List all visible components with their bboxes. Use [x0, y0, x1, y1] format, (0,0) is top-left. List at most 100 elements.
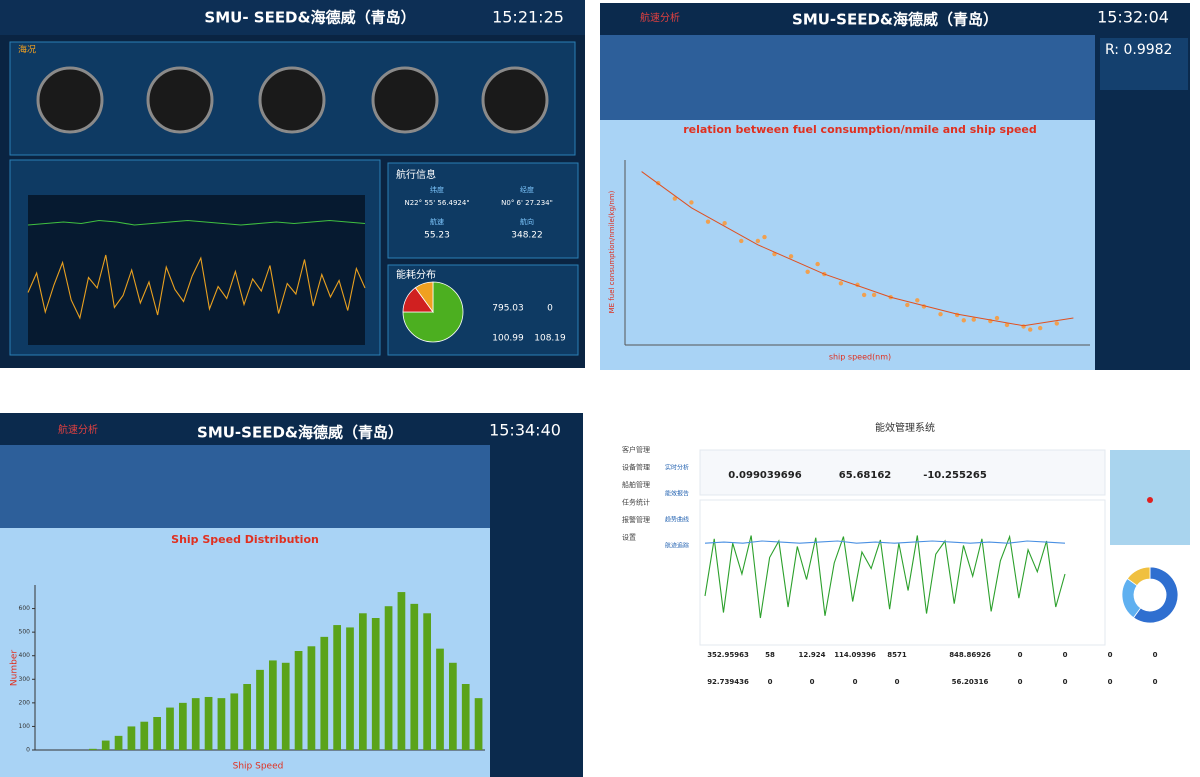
clock: 15:34:40 [489, 421, 561, 440]
series-line [704, 540, 1066, 544]
y-tick-label: 100 [19, 723, 31, 730]
point [938, 311, 943, 317]
point [1004, 322, 1010, 328]
label: 纬度 [430, 185, 444, 194]
latitude: N22° 55' 56.4924" [404, 199, 469, 207]
nav-item[interactable]: 客户管理 [622, 445, 650, 454]
clock: 15:32:04 [1097, 8, 1169, 27]
nav-item[interactable]: 设备管理 [622, 463, 650, 472]
stat-value: 0 [1108, 678, 1113, 686]
pie-slice [1132, 566, 1179, 624]
tool-label[interactable]: 趋势曲线 [665, 516, 689, 524]
bar [101, 740, 110, 750]
longitude: N0° 6' 27.234" [501, 199, 553, 207]
y-tick-label: 0 [26, 747, 30, 754]
y-tick-label: 200 [19, 699, 31, 706]
point [755, 238, 761, 244]
bar [269, 660, 277, 750]
point [705, 219, 711, 224]
bar [461, 684, 470, 750]
metric: -10.255265 [923, 470, 987, 481]
point [994, 315, 1000, 321]
fit-line [641, 171, 1074, 327]
section: 航速分析 [640, 11, 680, 24]
bar [294, 651, 303, 750]
bar [179, 702, 187, 750]
bar [307, 646, 316, 750]
stat-value: 92.739436 [707, 678, 749, 686]
stat-value: 56.20316 [952, 678, 989, 686]
point [961, 318, 966, 323]
metric: 0.099039696 [728, 470, 801, 481]
y-tick-label: 500 [19, 629, 31, 636]
label: 航向 [520, 217, 534, 226]
point [971, 317, 976, 322]
bar [410, 603, 419, 750]
point [762, 234, 767, 240]
point [905, 302, 910, 308]
tool-label[interactable]: 能效报告 [665, 490, 689, 498]
series-line [704, 534, 1066, 619]
chart-title: Ship Speed Distribution [171, 533, 319, 546]
nav-item[interactable]: 船舶管理 [622, 480, 650, 489]
point [689, 200, 694, 205]
bar [474, 698, 483, 750]
stat-value: 848.86926 [949, 651, 991, 659]
stat-value: 0 [1153, 678, 1158, 686]
bar [384, 606, 393, 750]
panel-title: 能耗分布 [396, 268, 436, 281]
stat-value: 58 [765, 651, 775, 659]
bar [191, 698, 200, 750]
section: 航速分析 [58, 423, 98, 436]
point [788, 254, 794, 259]
label: 航速 [430, 217, 444, 226]
bar [397, 592, 406, 750]
point [861, 292, 867, 298]
brand: SMU-SEED&海德威（青岛） [197, 424, 403, 442]
plot-area [28, 195, 365, 345]
stat-value: 0 [1063, 678, 1068, 686]
tool-label[interactable]: 航迹追踪 [665, 542, 689, 550]
bar [436, 648, 444, 750]
ship-position [1147, 497, 1153, 503]
brand: SMU- SEED&海德威（青岛） [204, 9, 415, 27]
tool-label[interactable]: 实时分析 [665, 464, 689, 472]
label: 经度 [520, 185, 534, 194]
bar [281, 662, 290, 750]
app-title: 能效管理系统 [875, 421, 935, 434]
series-line [27, 254, 366, 320]
y-tick-label: 400 [19, 652, 31, 659]
stat-value: 0 [1063, 651, 1068, 659]
nav-item[interactable]: 报警管理 [622, 515, 650, 524]
data-table [600, 35, 1095, 120]
point [838, 281, 844, 286]
point [871, 292, 877, 298]
stat-value: 352.95963 [707, 651, 749, 659]
nav-item[interactable]: 设置 [622, 533, 636, 542]
stat-value: 0 [1018, 678, 1023, 686]
panel-title: 海况 [18, 44, 36, 56]
clock: 15:21:25 [492, 8, 564, 27]
panel-title: 航行信息 [396, 168, 436, 181]
pie-slice [414, 281, 434, 314]
y-axis-label: Number [10, 650, 20, 686]
nav-item[interactable]: 任务统计 [622, 498, 650, 507]
energy-value: 100.99 [492, 334, 524, 344]
stat-value: 0 [1153, 651, 1158, 659]
bar [371, 618, 380, 750]
point [805, 269, 810, 274]
bar [243, 684, 251, 750]
bar [140, 721, 149, 750]
nav-panel [387, 162, 579, 259]
energy-value: 0 [547, 304, 553, 314]
chart-area [600, 120, 1095, 370]
point [1054, 321, 1059, 326]
stat-value: 0 [810, 678, 815, 686]
point [915, 298, 920, 303]
stat-value: 0 [1108, 651, 1113, 659]
bar [127, 726, 136, 750]
stat-value: 0 [895, 678, 900, 686]
bar [204, 696, 213, 750]
metric: 65.68162 [839, 470, 892, 481]
